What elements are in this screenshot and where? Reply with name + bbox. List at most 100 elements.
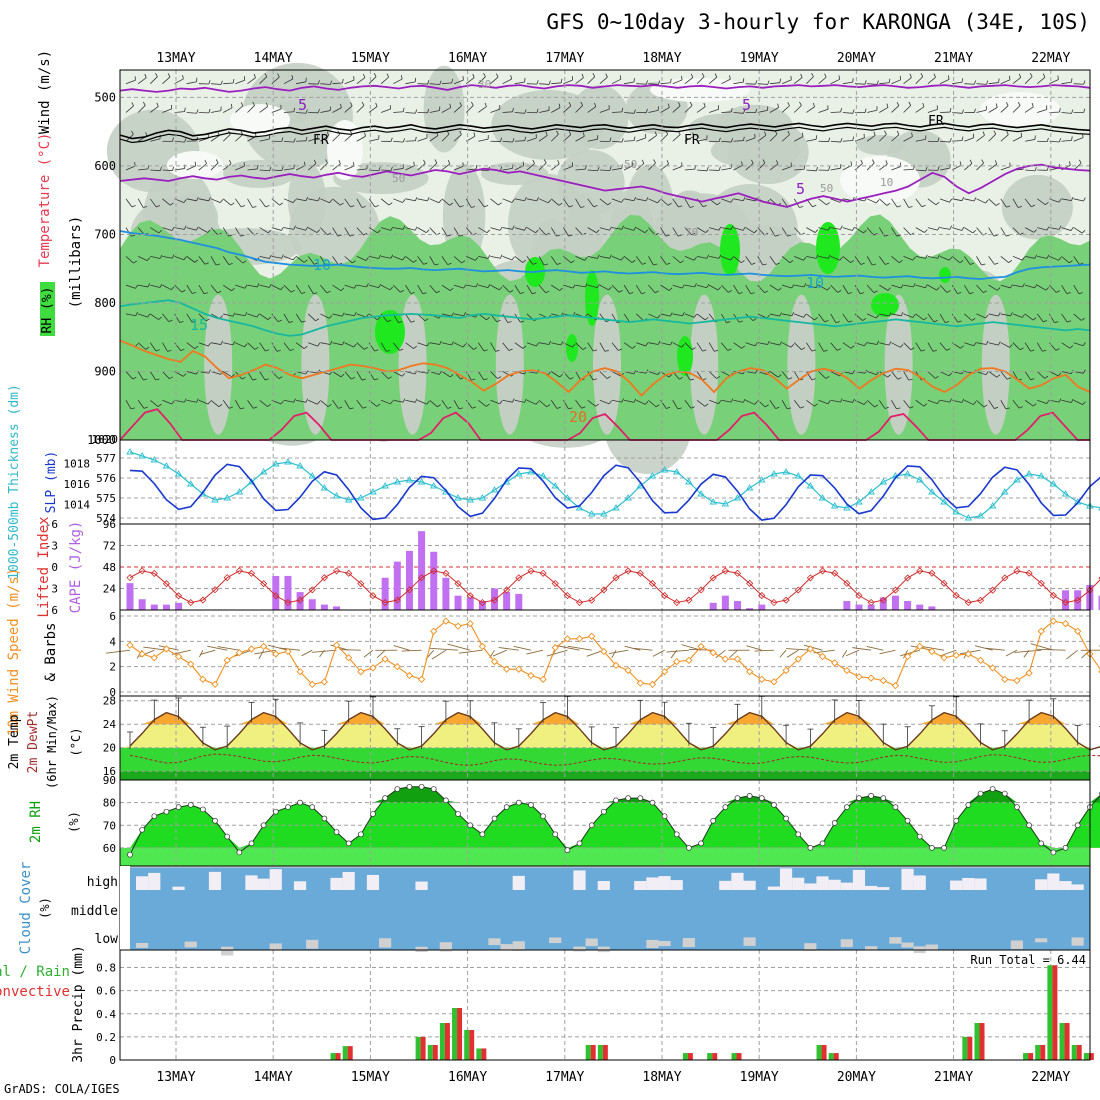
cloud-low-block bbox=[415, 946, 428, 952]
wind-barb bbox=[641, 159, 645, 164]
wind-speed-point bbox=[733, 655, 742, 663]
wind-barb bbox=[329, 315, 333, 319]
date-label-bottom: 19MAY bbox=[740, 1070, 779, 1085]
wind-barb bbox=[624, 112, 635, 114]
contour-label: 30 bbox=[478, 78, 491, 91]
wind-barb bbox=[514, 256, 523, 263]
wind-barb bbox=[207, 229, 211, 233]
thickness-point bbox=[697, 490, 705, 497]
cloud-level-middle: middle bbox=[71, 904, 118, 919]
lifted-index-tick-label: -6 bbox=[45, 518, 58, 531]
wind-barb bbox=[271, 76, 280, 85]
wind-barb bbox=[223, 342, 234, 346]
wind-barb bbox=[624, 399, 635, 403]
wind-barb-10m bbox=[866, 645, 884, 651]
wind-barb bbox=[684, 342, 693, 350]
wind-barb bbox=[935, 202, 940, 206]
wind-speed-point bbox=[417, 675, 426, 683]
wind-barb bbox=[320, 162, 328, 171]
wind-barb bbox=[830, 342, 838, 351]
wind-barb bbox=[703, 102, 706, 107]
wind-barb bbox=[939, 167, 950, 171]
cloud-high-block bbox=[172, 886, 185, 890]
cape-bar bbox=[308, 599, 316, 610]
wind-barb bbox=[908, 378, 913, 381]
wind-barb bbox=[459, 234, 464, 237]
wind-barb bbox=[636, 198, 647, 202]
wind-barb bbox=[502, 342, 510, 351]
wind-barb-10m bbox=[268, 644, 289, 651]
wind-barb bbox=[848, 320, 853, 323]
pressure-tick-label: 600 bbox=[94, 159, 116, 173]
wind-barb bbox=[393, 255, 403, 261]
wind-barb bbox=[1071, 136, 1073, 141]
wind-barb bbox=[903, 256, 914, 261]
wind-barb bbox=[915, 227, 925, 233]
rh-point bbox=[370, 811, 376, 817]
wind-barb bbox=[353, 343, 357, 348]
wind-speed-point bbox=[539, 675, 547, 683]
precip-total-bar bbox=[707, 1053, 713, 1060]
wind-barb bbox=[891, 313, 902, 317]
wind-barb bbox=[332, 342, 343, 346]
wind-barb bbox=[940, 140, 951, 143]
wind-speed-point bbox=[794, 655, 802, 663]
wind-barb bbox=[629, 292, 634, 294]
wind-barb bbox=[344, 284, 355, 289]
wind-barb bbox=[497, 376, 502, 379]
cloud-low-block bbox=[889, 937, 902, 944]
wind-barb bbox=[830, 371, 840, 377]
wind-speed-point bbox=[272, 650, 280, 658]
wind-barb bbox=[208, 108, 211, 113]
wind-barb bbox=[317, 80, 320, 85]
wind-barb bbox=[271, 227, 282, 231]
wind-barb bbox=[244, 284, 248, 289]
thickness-point bbox=[1037, 472, 1046, 479]
cloud-high-block bbox=[597, 880, 610, 890]
wind-barb bbox=[1057, 75, 1059, 80]
wind-barb bbox=[769, 82, 780, 85]
contour-label: FR bbox=[928, 114, 944, 129]
wind-barb bbox=[235, 134, 243, 142]
thickness-point bbox=[174, 470, 183, 477]
wind-barb bbox=[447, 234, 452, 237]
wind-barb bbox=[1081, 230, 1086, 234]
wind-barb bbox=[863, 401, 867, 405]
wind-barb bbox=[434, 263, 439, 266]
cloud-low-block bbox=[573, 946, 586, 952]
cape-bar bbox=[430, 551, 438, 610]
wind-barb bbox=[295, 227, 306, 231]
wind-barb bbox=[143, 206, 148, 208]
wind-barb bbox=[125, 198, 133, 208]
precip-total-bar bbox=[1059, 1023, 1065, 1060]
wind-barb bbox=[303, 161, 306, 166]
wind-barb-10m bbox=[258, 649, 265, 660]
wind-barb bbox=[839, 256, 843, 261]
date-label-top: 17MAY bbox=[545, 51, 584, 66]
wind-barb bbox=[949, 108, 952, 113]
wind-barb bbox=[721, 78, 731, 85]
wind-barb bbox=[149, 342, 157, 352]
wind-barb bbox=[728, 290, 732, 293]
wind-barb bbox=[787, 130, 790, 135]
wind-barb bbox=[158, 316, 162, 320]
thickness-point bbox=[405, 476, 414, 483]
wind-barb bbox=[441, 227, 448, 237]
wind-barb bbox=[691, 232, 696, 236]
wind-barb bbox=[1000, 313, 1011, 317]
cape-bar bbox=[515, 593, 523, 610]
wind-barb bbox=[611, 255, 622, 261]
thickness-axis-label: 1000-500mb Thickness (dm) bbox=[7, 384, 22, 580]
wind-barb bbox=[830, 140, 841, 143]
rh-point bbox=[831, 820, 838, 826]
wind-barb bbox=[1032, 403, 1037, 407]
wind-speed-point bbox=[393, 663, 401, 671]
wind-barb bbox=[623, 284, 630, 294]
cape-bar bbox=[1098, 595, 1100, 610]
wind-speed-point bbox=[308, 680, 316, 689]
wind-barb bbox=[648, 342, 659, 345]
lifted-index-point bbox=[563, 592, 571, 600]
wind-barb bbox=[1069, 161, 1071, 166]
wind-barb bbox=[730, 398, 734, 403]
wind-barb bbox=[678, 377, 683, 380]
